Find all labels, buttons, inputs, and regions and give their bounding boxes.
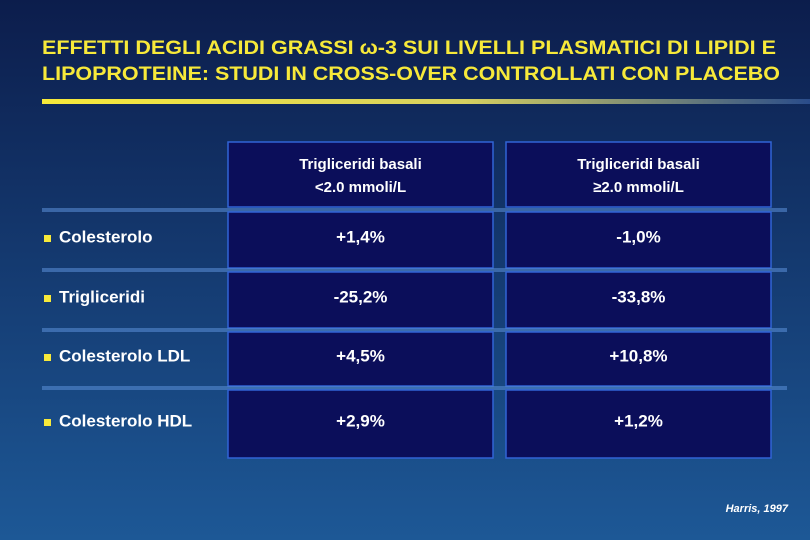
cell-value: +1,2% xyxy=(614,411,663,430)
bullet xyxy=(44,295,51,302)
cell-value: +10,8% xyxy=(609,346,667,365)
header-cell xyxy=(505,141,772,208)
title-line: EFFETTI DEGLI ACIDI GRASSI ω-3 SUI LIVEL… xyxy=(42,38,776,59)
row-band xyxy=(42,328,787,332)
cell-value: +4,5% xyxy=(336,346,385,365)
cell xyxy=(505,389,772,459)
cell xyxy=(227,389,494,459)
cell xyxy=(227,271,494,329)
row-label: Colesterolo HDL xyxy=(59,411,192,430)
source: Harris, 1997 xyxy=(726,503,789,515)
cell-value: -25,2% xyxy=(334,287,388,306)
cell-value: +2,9% xyxy=(336,411,385,430)
cell-value: -1,0% xyxy=(616,227,660,246)
row-label: Trigliceridi xyxy=(59,287,145,306)
column-header: Trigliceridi basali xyxy=(577,156,700,173)
row-label: Colesterolo xyxy=(59,227,153,246)
cell xyxy=(505,331,772,387)
bullet xyxy=(44,235,51,242)
cell-value: +1,4% xyxy=(336,227,385,246)
bullet xyxy=(44,354,51,361)
row-label: Colesterolo LDL xyxy=(59,346,190,365)
cell xyxy=(505,211,772,269)
cell xyxy=(505,271,772,329)
header-cell xyxy=(227,141,494,208)
cell-value: -33,8% xyxy=(612,287,666,306)
row-band xyxy=(42,386,787,390)
column-header: Trigliceridi basali xyxy=(299,156,422,173)
column-header: <2.0 mmoli/L xyxy=(315,179,406,196)
table: Trigliceridi basali <2.0 mmoli/L Triglicer… xyxy=(42,141,787,459)
title-line: LIPOPROTEINE: STUDI IN CROSS-OVER CONTRO… xyxy=(42,64,780,85)
column-header: ≥2.0 mmoli/L xyxy=(593,179,684,196)
bullet xyxy=(44,419,51,426)
title-rule xyxy=(42,99,810,104)
row-band xyxy=(42,208,787,212)
row-band xyxy=(42,268,787,272)
cell xyxy=(227,331,494,387)
